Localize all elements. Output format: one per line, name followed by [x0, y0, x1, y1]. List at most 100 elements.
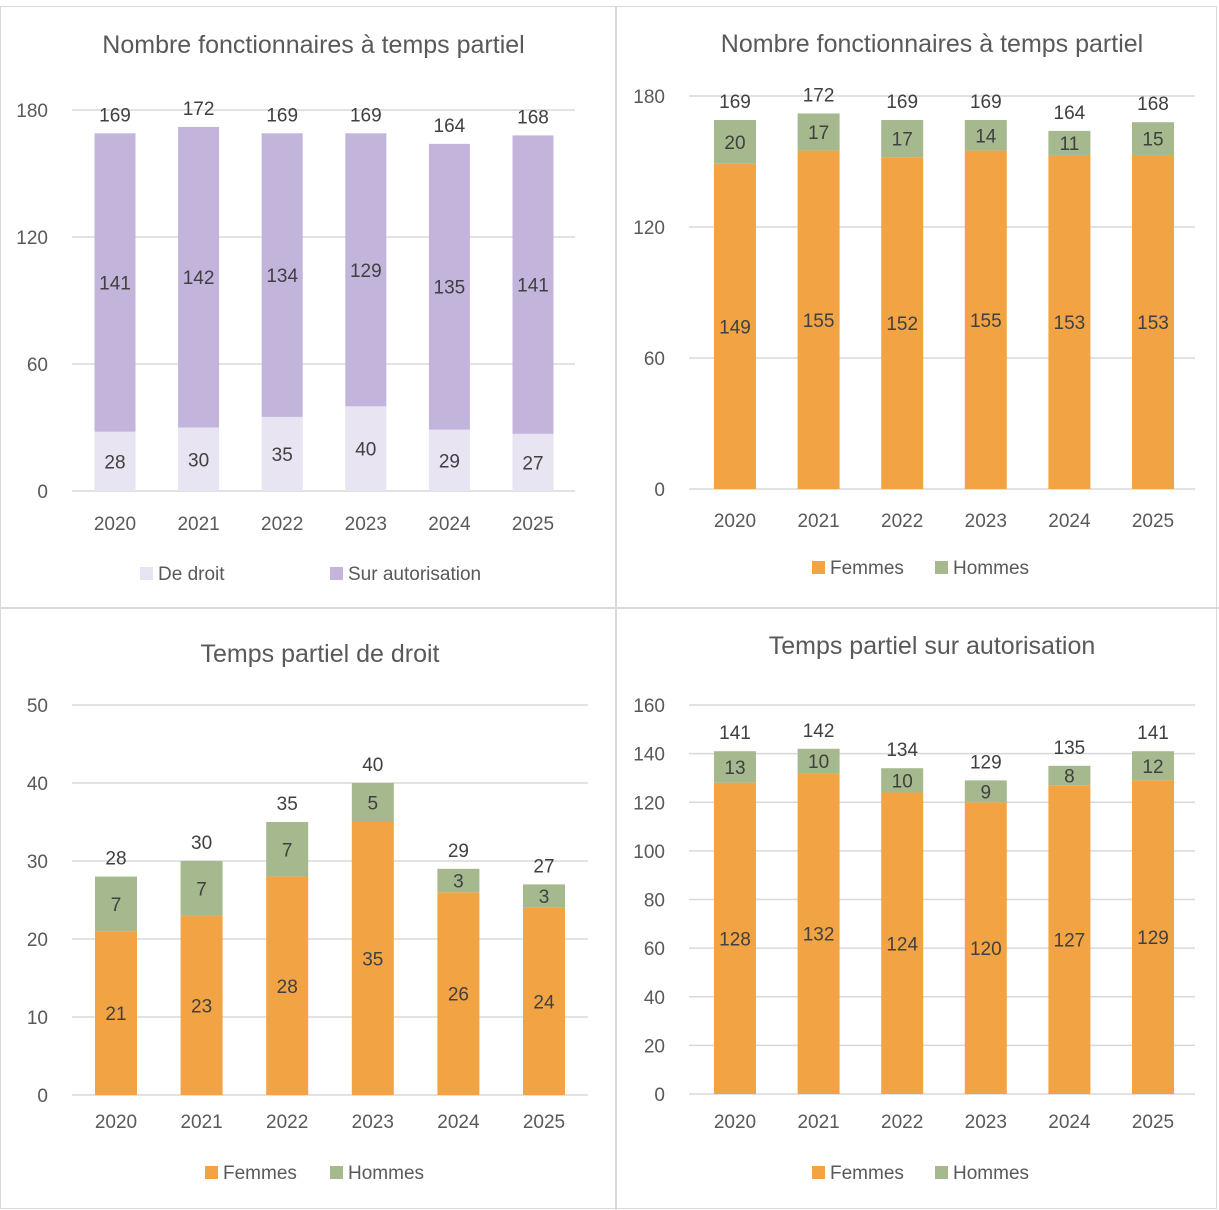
- bar-total-label: 135: [1054, 738, 1086, 759]
- bar-value-label: 7: [196, 879, 207, 900]
- legend-swatch: [935, 561, 948, 574]
- bar-value-label: 35: [272, 445, 293, 466]
- chart-panel-top-left: Nombre fonctionnaires à temps partiel 0 60…: [0, 6, 615, 607]
- y-tick-label: 100: [633, 842, 665, 863]
- x-tick-label: 2025: [1132, 511, 1174, 532]
- y-tick-label: 50: [27, 696, 48, 717]
- bar-total-label: 134: [886, 740, 918, 761]
- bar-total-label: 141: [1137, 723, 1169, 744]
- bar-value-label: 120: [970, 939, 1002, 960]
- chart-gender-breakdown: Nombre fonctionnaires à temps partiel 0 60…: [633, 30, 1195, 579]
- bar-value-label: 10: [808, 752, 829, 773]
- x-tick-label: 2023: [965, 1112, 1007, 1133]
- bar-value-label: 134: [266, 266, 298, 287]
- x-tick-label: 2020: [94, 514, 136, 535]
- bar-total-label: 141: [719, 723, 751, 744]
- bar-total-label: 172: [803, 85, 835, 106]
- x-tick-label: 2022: [266, 1112, 308, 1133]
- x-tick-label: 2020: [95, 1112, 137, 1133]
- bar-segment: [964, 150, 1007, 490]
- bar-value-label: 30: [188, 450, 209, 471]
- y-tick-label: 20: [27, 930, 48, 951]
- bar-value-label: 149: [719, 317, 751, 338]
- y-tick-label: 180: [16, 101, 48, 122]
- bar-segment: [881, 792, 924, 1094]
- bar-value-label: 10: [892, 771, 913, 792]
- bar-value-label: 142: [183, 268, 215, 289]
- bar-value-label: 153: [1054, 313, 1086, 334]
- bar-total-label: 169: [99, 105, 131, 126]
- bar-value-label: 8: [1064, 767, 1075, 788]
- bar-value-label: 152: [886, 314, 918, 335]
- x-tick-label: 2021: [180, 1112, 222, 1133]
- bar-total-label: 169: [719, 92, 751, 113]
- legend-swatch: [812, 1166, 825, 1179]
- bar-segment: [180, 915, 223, 1095]
- x-tick-label: 2020: [714, 1112, 756, 1133]
- legend-swatch: [330, 1166, 343, 1179]
- bar-value-label: 35: [362, 950, 383, 971]
- bar-segment: [180, 861, 223, 916]
- x-tick-label: 2022: [881, 1112, 923, 1133]
- bar-value-label: 17: [892, 130, 913, 151]
- bar-total-label: 30: [191, 833, 212, 854]
- bar-segment: [1132, 122, 1174, 155]
- bar-segment: [964, 120, 1007, 151]
- bar-segment: [94, 431, 136, 491]
- chart-panel-top-right: Nombre fonctionnaires à temps partiel 0 60…: [617, 6, 1217, 607]
- horizontal-divider: [0, 607, 1219, 609]
- chart-type-breakdown: Nombre fonctionnaires à temps partiel 0 60…: [16, 31, 575, 585]
- bar-segment: [351, 783, 394, 822]
- bar-segment: [964, 780, 1007, 803]
- y-tick-label: 0: [654, 1085, 665, 1106]
- bar-segment: [345, 133, 387, 407]
- bar-value-label: 27: [522, 453, 543, 474]
- x-tick-label: 2021: [797, 1112, 839, 1133]
- chart-title: Temps partiel sur autorisation: [769, 632, 1096, 660]
- bar-segment: [95, 931, 137, 1095]
- bar-segment: [714, 120, 756, 164]
- bar-value-label: 141: [99, 274, 131, 295]
- bar-value-label: 128: [719, 929, 751, 950]
- legend-label: Sur autorisation: [348, 564, 481, 585]
- y-tick-label: 120: [633, 793, 665, 814]
- bar-total-label: 169: [350, 105, 382, 126]
- bar-segment: [714, 751, 756, 783]
- bar-segment: [351, 822, 394, 1095]
- x-tick-label: 2022: [881, 511, 923, 532]
- x-tick-label: 2025: [523, 1112, 565, 1133]
- bar-segment: [261, 416, 303, 491]
- x-tick-label: 2020: [714, 511, 756, 532]
- bar-total-label: 168: [1137, 94, 1169, 115]
- bar-segment: [1048, 785, 1091, 1094]
- bar-value-label: 13: [724, 758, 745, 779]
- bar-value-label: 129: [1137, 928, 1169, 949]
- bar-segment: [1048, 765, 1091, 786]
- bar-value-label: 153: [1137, 313, 1169, 334]
- bar-total-label: 169: [886, 92, 918, 113]
- bar-segment: [266, 822, 309, 877]
- bar-segment: [261, 133, 303, 417]
- y-tick-label: 0: [654, 480, 665, 501]
- bar-segment: [1048, 130, 1091, 155]
- bar-total-label: 169: [970, 92, 1002, 113]
- bar-segment: [266, 876, 309, 1095]
- bar-segment: [178, 427, 220, 491]
- bar-value-label: 26: [448, 985, 469, 1006]
- bar-segment: [523, 884, 565, 908]
- bar-segment: [1132, 751, 1174, 781]
- bar-value-label: 129: [350, 261, 382, 282]
- bar-value-label: 5: [368, 794, 379, 815]
- bar-value-label: 7: [111, 895, 122, 916]
- bar-segment: [178, 126, 220, 428]
- y-tick-label: 60: [644, 349, 665, 370]
- chart-panel-bottom-right: Temps partiel sur autorisation 0 20 40 60 80 1…: [617, 609, 1217, 1209]
- chart-de-droit: Temps partiel de droit 0 10 20 30 40 50 21 7 28 20…: [27, 640, 588, 1184]
- bar-value-label: 17: [808, 123, 829, 144]
- bar-total-label: 27: [533, 856, 554, 877]
- bar-total-label: 35: [277, 794, 298, 815]
- legend-label: Femmes: [223, 1163, 297, 1184]
- y-tick-label: 60: [644, 939, 665, 960]
- bar-total-label: 40: [362, 755, 383, 776]
- bar-value-label: 12: [1142, 757, 1163, 778]
